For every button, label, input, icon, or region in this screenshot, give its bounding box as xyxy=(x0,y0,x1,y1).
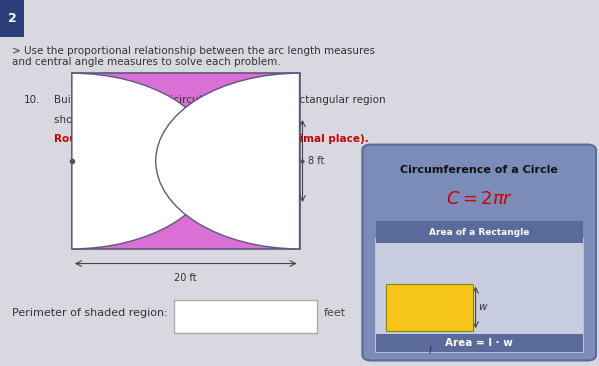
Text: 20 ft: 20 ft xyxy=(174,273,197,283)
Text: w: w xyxy=(478,302,486,313)
Text: Area of a Rectangle: Area of a Rectangle xyxy=(429,228,530,237)
Wedge shape xyxy=(156,73,300,249)
Text: Round to the nearest hundredth (2nd decimal place).: Round to the nearest hundredth (2nd deci… xyxy=(54,134,368,143)
Text: Perimeter: Perimeter xyxy=(123,115,181,125)
Text: 8 ft: 8 ft xyxy=(308,156,325,166)
FancyBboxPatch shape xyxy=(374,237,584,353)
FancyBboxPatch shape xyxy=(386,284,473,331)
Text: > Use the proportional relationship between the arc length measures
and central : > Use the proportional relationship betw… xyxy=(12,46,375,67)
Text: $C = 2\pi r$: $C = 2\pi r$ xyxy=(446,190,513,208)
Wedge shape xyxy=(72,73,216,249)
FancyBboxPatch shape xyxy=(0,0,24,37)
FancyBboxPatch shape xyxy=(174,300,317,333)
FancyBboxPatch shape xyxy=(376,334,583,352)
Text: Area = l · w: Area = l · w xyxy=(445,337,513,348)
Text: 10.: 10. xyxy=(24,95,41,105)
Text: feet: feet xyxy=(323,308,346,318)
FancyBboxPatch shape xyxy=(72,73,300,249)
FancyBboxPatch shape xyxy=(376,221,583,243)
Text: 2: 2 xyxy=(8,12,16,25)
Text: Perimeter of shaded region:: Perimeter of shaded region: xyxy=(12,308,168,318)
Text: ⌄: ⌄ xyxy=(377,306,388,320)
Text: of the shaded region in feet.: of the shaded region in feet. xyxy=(153,115,304,125)
Text: Circumference of a Circle: Circumference of a Circle xyxy=(400,165,558,175)
Text: Builders took two semicircular cuts from the rectangular region: Builders took two semicircular cuts from… xyxy=(54,95,386,105)
FancyBboxPatch shape xyxy=(362,145,596,361)
Text: l: l xyxy=(428,346,431,356)
Text: shown. Determine the: shown. Determine the xyxy=(54,115,173,125)
